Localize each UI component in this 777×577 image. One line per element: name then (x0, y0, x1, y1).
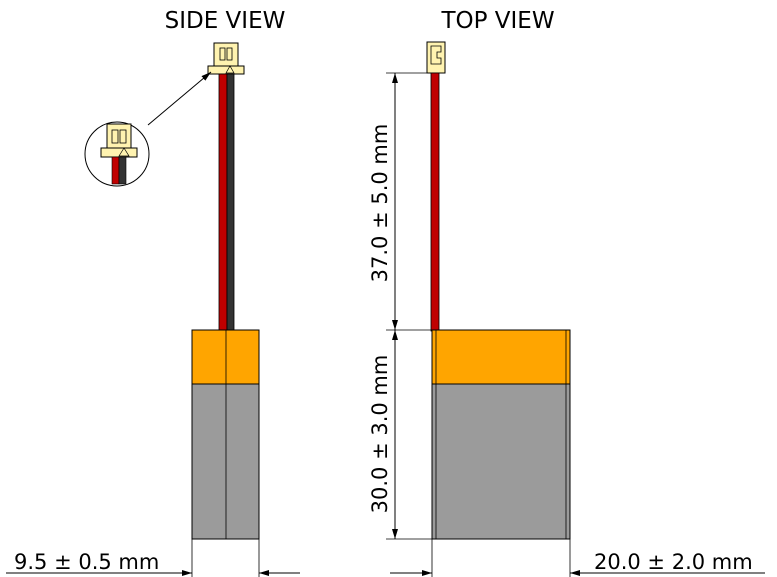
width-dimension (390, 539, 765, 577)
top-view: 20.0 ± 2.0 mm 37.0 ± 5.0 mm 30.0 ± 3.0 m… (368, 41, 765, 577)
side-view: 9.5 ± 0.5 mm (6, 42, 300, 577)
side-label-band (191, 329, 260, 385)
top-label-band (431, 329, 571, 385)
wire-length-label: 37.0 ± 5.0 mm (368, 124, 392, 283)
thickness-label: 9.5 ± 0.5 mm (14, 550, 159, 574)
top-wire-red (430, 72, 440, 332)
thickness-dimension (6, 539, 300, 577)
vertical-dimensions (386, 72, 432, 540)
side-wire-red (218, 73, 228, 332)
connector-detail-magnifier (84, 71, 212, 187)
top-connector (426, 41, 446, 74)
cell-length-label: 30.0 ± 3.0 mm (368, 355, 392, 514)
side-cell-body (191, 383, 260, 540)
width-label: 20.0 ± 2.0 mm (594, 550, 753, 574)
top-cell-body (431, 383, 571, 540)
side-connector (207, 42, 245, 75)
side-wire-black (226, 73, 235, 332)
side-view-title: SIDE VIEW (165, 8, 286, 34)
top-view-title: TOP VIEW (440, 8, 554, 34)
